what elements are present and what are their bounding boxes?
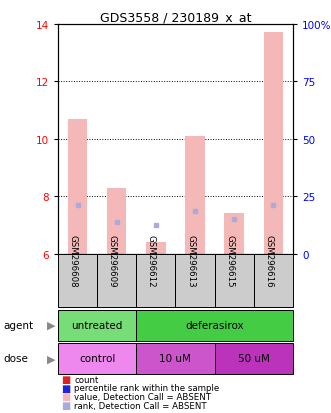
Text: ▶: ▶ bbox=[47, 320, 56, 330]
Text: percentile rank within the sample: percentile rank within the sample bbox=[74, 383, 220, 392]
Bar bbox=[263, 33, 283, 254]
Text: GSM296615: GSM296615 bbox=[225, 234, 234, 287]
Text: ■: ■ bbox=[61, 383, 71, 393]
Text: GSM296612: GSM296612 bbox=[147, 234, 156, 287]
Text: deferasirox: deferasirox bbox=[185, 320, 244, 330]
Text: 10 uM: 10 uM bbox=[160, 353, 191, 363]
Bar bbox=[68, 119, 87, 254]
Text: agent: agent bbox=[3, 320, 33, 330]
Text: ■: ■ bbox=[61, 400, 71, 410]
Bar bbox=[254, 254, 293, 308]
Bar bbox=[97, 254, 136, 308]
Text: 50 uM: 50 uM bbox=[238, 353, 270, 363]
Bar bbox=[136, 254, 175, 308]
Text: GSM296608: GSM296608 bbox=[69, 234, 77, 287]
Text: GSM296609: GSM296609 bbox=[108, 234, 117, 287]
Bar bbox=[146, 242, 166, 254]
Bar bbox=[136, 310, 293, 341]
Bar bbox=[214, 343, 293, 374]
Text: GSM296613: GSM296613 bbox=[186, 234, 195, 287]
Bar bbox=[58, 343, 136, 374]
Text: GSM296616: GSM296616 bbox=[264, 234, 273, 287]
Text: count: count bbox=[74, 375, 99, 384]
Text: untreated: untreated bbox=[71, 320, 123, 330]
Text: ▶: ▶ bbox=[47, 353, 56, 363]
Text: control: control bbox=[79, 353, 115, 363]
Bar bbox=[58, 254, 97, 308]
Text: dose: dose bbox=[3, 353, 28, 363]
Bar bbox=[58, 310, 136, 341]
Bar bbox=[175, 254, 214, 308]
Text: ■: ■ bbox=[61, 374, 71, 384]
Bar bbox=[136, 343, 214, 374]
Bar bbox=[107, 188, 126, 254]
Bar bbox=[224, 214, 244, 254]
Title: GDS3558 / 230189_x_at: GDS3558 / 230189_x_at bbox=[100, 11, 251, 24]
Text: value, Detection Call = ABSENT: value, Detection Call = ABSENT bbox=[74, 392, 212, 401]
Bar bbox=[185, 137, 205, 254]
Text: rank, Detection Call = ABSENT: rank, Detection Call = ABSENT bbox=[74, 401, 207, 410]
Bar bbox=[214, 254, 254, 308]
Text: ■: ■ bbox=[61, 392, 71, 401]
